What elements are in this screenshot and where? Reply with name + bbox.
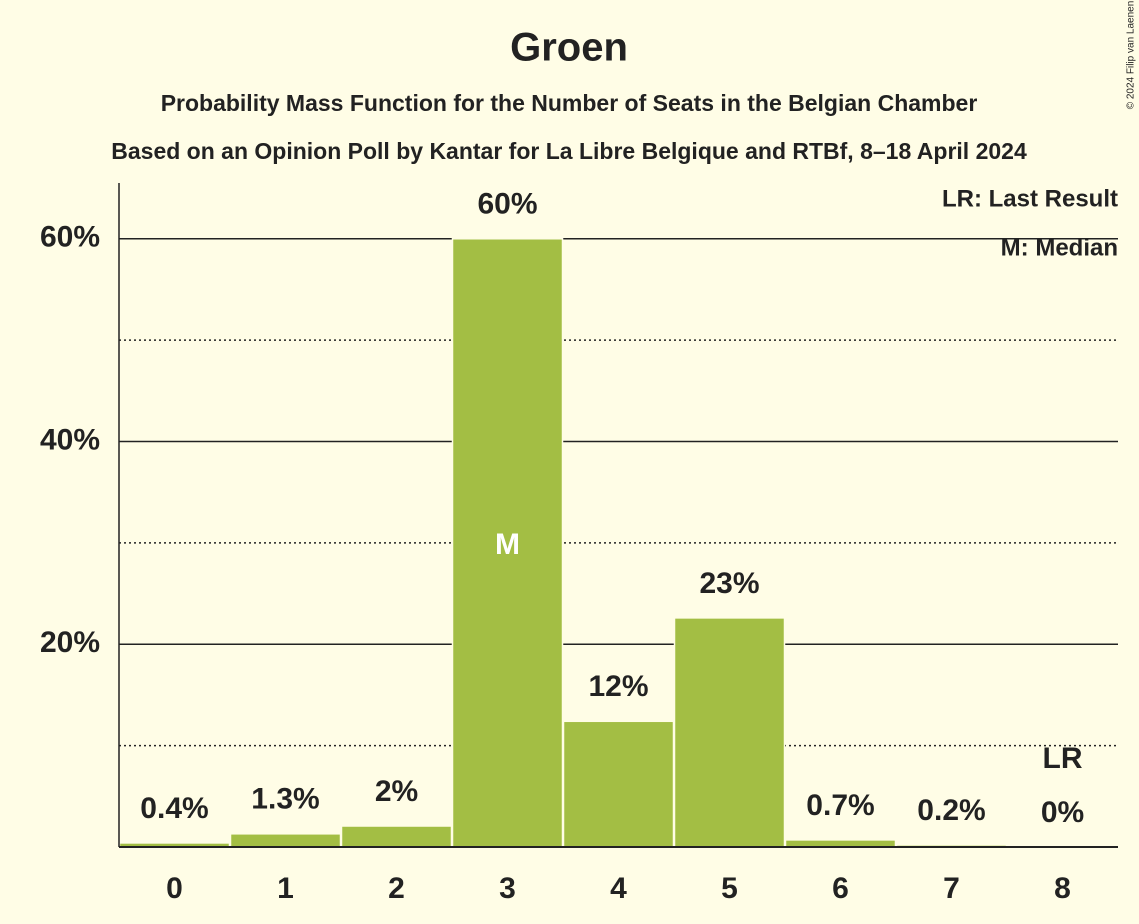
chart-title: Groen [510, 26, 628, 70]
x-tick-label: 8 [1054, 872, 1071, 905]
bar [451, 238, 564, 848]
y-tick-label: 60% [40, 221, 100, 254]
bar [340, 825, 453, 848]
x-tick-label: 6 [832, 872, 849, 905]
bar [784, 839, 897, 848]
value-label: 0.4% [140, 792, 208, 825]
value-label: 0% [1041, 796, 1084, 829]
x-tick-label: 7 [943, 872, 960, 905]
last-result-marker: LR [1043, 742, 1083, 775]
value-label: 2% [375, 775, 418, 808]
value-label: 12% [588, 670, 648, 703]
x-tick-label: 0 [166, 872, 183, 905]
value-label: 60% [477, 188, 537, 221]
legend-entry: LR: Last Result [942, 185, 1118, 212]
chart-subtitle: Probability Mass Function for the Number… [161, 90, 978, 116]
bar [673, 617, 786, 848]
value-label: 0.7% [806, 789, 874, 822]
x-tick-label: 3 [499, 872, 516, 905]
bar [562, 720, 675, 848]
x-tick-label: 2 [388, 872, 405, 905]
median-marker: M [495, 528, 520, 561]
copyright: © 2024 Filip van Laenen [1126, 1, 1137, 110]
value-label: 0.2% [917, 794, 985, 827]
x-tick-label: 1 [277, 872, 294, 905]
x-tick-label: 4 [610, 872, 627, 905]
y-tick-label: 40% [40, 423, 100, 456]
y-tick-label: 20% [40, 626, 100, 659]
bar [229, 833, 342, 848]
value-label: 23% [699, 567, 759, 600]
x-tick-label: 5 [721, 872, 738, 905]
chart-subtitle: Based on an Opinion Poll by Kantar for L… [111, 138, 1027, 164]
value-label: 1.3% [251, 783, 319, 816]
